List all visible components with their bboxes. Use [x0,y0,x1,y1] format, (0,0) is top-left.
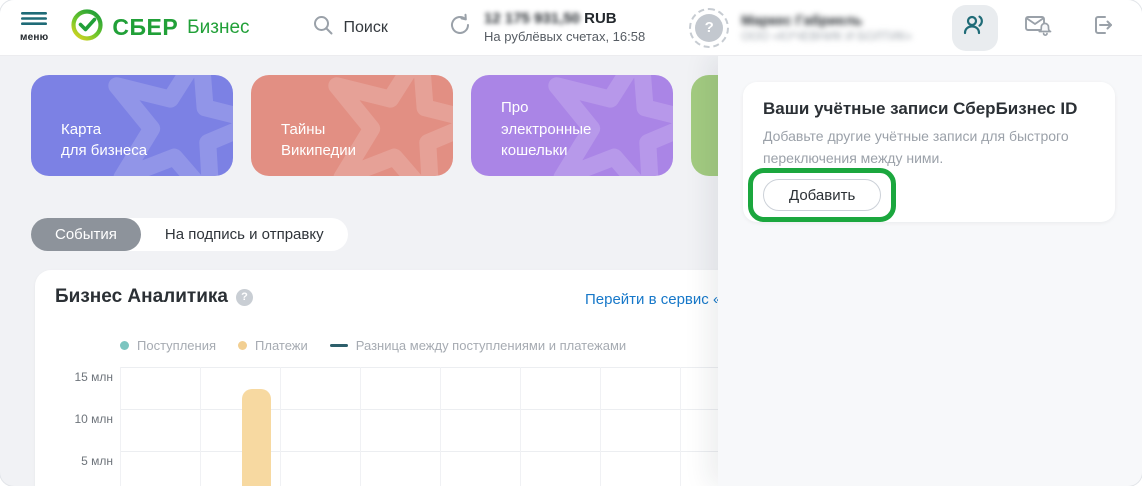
avatar: ? [689,7,730,48]
user-company: ООО «КУЧЕВНИК И БОЛТИК» [741,28,912,43]
y-axis-tick: 15 млн [74,370,113,384]
logout-icon [1090,12,1116,43]
logout-button[interactable] [1080,5,1126,51]
brand-suffix: Бизнес [187,16,250,38]
y-axis-tick: 10 млн [74,412,113,426]
green-highlight-annotation: Добавить [748,168,897,222]
chart-plot [120,367,760,486]
hamburger-icon [21,12,48,30]
avatar-question-icon: ? [695,13,724,42]
gridline-v [200,367,201,486]
promo-card-wikipedia[interactable]: Тайны Википедии [251,75,453,176]
promo-card-title: Тайны Википедии [281,120,356,160]
promo-card-title: Карта для бизнеса [61,120,148,160]
notifications-button[interactable] [1016,5,1062,51]
star-watermark-icon [298,75,453,176]
user-info: Маркес Габриель ООО «КУЧЕВНИК И БОЛТИК» [741,11,912,45]
balance-currency: RUB [584,10,617,27]
brand-name: СБЕР [112,14,179,40]
menu-button[interactable]: меню [20,12,48,43]
gridline-v [680,367,681,486]
add-account-button[interactable]: Добавить [763,179,882,211]
legend-item-difference[interactable]: Разница между поступлениями и платежами [329,338,626,353]
star-watermark-icon [518,75,673,176]
chart-bar-payments[interactable] [242,388,271,486]
gridline-v [120,367,121,486]
gridline-v [280,367,281,486]
legend-line-icon [329,344,348,347]
gridline-v [520,367,521,486]
legend-dot-icon [238,341,248,350]
user-name: Маркес Габриель [741,11,863,28]
chart-legend: Поступления Платежи Разница между поступ… [120,338,626,353]
search-label: Поиск [343,18,388,36]
promo-card-ewallets[interactable]: Про электронные кошельки [471,75,673,176]
refresh-icon[interactable] [448,13,472,42]
balance-subtitle: На рублёвых счетах, 16:58 [484,28,646,44]
balance-widget: 12 175 931,50 RUB На рублёвых счетах, 16… [448,10,645,45]
tab-for-signing[interactable]: На подпись и отправку [164,226,324,243]
search-icon [312,14,334,41]
star-watermark-icon [78,75,233,176]
sber-logo-icon [70,8,104,47]
promo-card-business-card[interactable]: Карта для бизнеса [31,75,233,176]
header-icon-buttons [952,4,1126,51]
tab-events[interactable]: События [31,218,141,251]
legend-item-incomes[interactable]: Поступления [120,338,216,353]
mail-bell-icon [1024,12,1054,43]
accounts-side-panel: Ваши учётные записи СберБизнес ID Добавь… [718,56,1142,486]
balance-amount-line: 12 175 931,50 RUB [484,10,645,29]
sberbusiness-id-card: Ваши учётные записи СберБизнес ID Добавь… [743,82,1115,222]
legend-item-payments[interactable]: Платежи [238,338,308,353]
gridline-v [360,367,361,486]
panel-description: Добавьте другие учётные записи для быстр… [763,128,1069,166]
go-to-service-link[interactable]: Перейти в сервис «Б [585,291,732,308]
analytics-title-row: Бизнес Аналитика ? [55,286,253,308]
events-tabs: События На подпись и отправку [31,218,348,251]
brand-logo[interactable]: СБЕР Бизнес [70,8,250,47]
users-icon [962,12,988,43]
header: меню СБЕР Бизнес [0,0,1142,56]
gridline-v [600,367,601,486]
balance-amount: 12 175 931,50 [484,10,580,27]
header-right-zone: 12 175 931,50 RUB На рублёвых счетах, 16… [448,4,1126,51]
user-widget[interactable]: ? Маркес Габриель ООО «КУЧЕВНИК И БОЛТИК… [689,7,912,48]
help-icon[interactable]: ? [236,288,253,306]
analytics-title: Бизнес Аналитика [55,286,228,307]
legend-dot-icon [120,341,129,350]
search-input[interactable]: Поиск [312,14,388,41]
accounts-button[interactable] [952,4,998,51]
gridline-v [440,367,441,486]
y-axis-tick: 5 млн [81,454,113,468]
promo-card-title: Про электронные кошельки [501,98,592,160]
balance-block[interactable]: 12 175 931,50 RUB На рублёвых счетах, 16… [484,10,645,45]
panel-title: Ваши учётные записи СберБизнес ID [763,99,1078,118]
menu-label: меню [20,32,49,43]
